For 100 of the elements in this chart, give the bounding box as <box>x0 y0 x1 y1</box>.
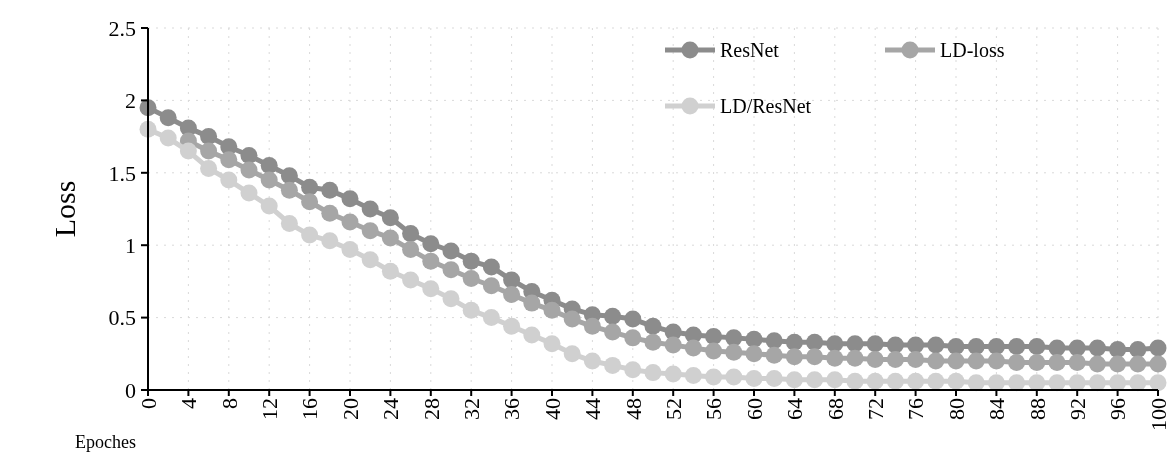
x-tick-label: 64 <box>782 398 808 420</box>
point <box>664 365 682 383</box>
point <box>987 338 1005 356</box>
x-tick-label: 72 <box>862 398 888 420</box>
x-tick-label: 92 <box>1064 398 1090 420</box>
point <box>1008 353 1026 371</box>
point <box>523 294 541 312</box>
point <box>240 184 258 202</box>
point <box>442 242 460 260</box>
point <box>301 178 319 196</box>
point <box>664 336 682 354</box>
point <box>846 349 864 367</box>
point <box>967 352 985 370</box>
x-tick-label: 44 <box>580 398 606 420</box>
point <box>1109 340 1127 358</box>
point <box>866 372 884 390</box>
point <box>381 229 399 247</box>
point <box>260 171 278 189</box>
x-tick-label: 76 <box>903 398 929 420</box>
point <box>927 372 945 390</box>
x-tick-label: 24 <box>378 398 404 420</box>
point <box>301 193 319 211</box>
point <box>1149 339 1167 357</box>
point <box>846 335 864 353</box>
y-tick-label: 1 <box>125 232 136 258</box>
point <box>523 326 541 344</box>
point <box>1109 355 1127 373</box>
point <box>886 372 904 390</box>
point <box>422 252 440 270</box>
point <box>563 345 581 363</box>
point <box>442 261 460 279</box>
point <box>1068 339 1086 357</box>
point <box>1048 353 1066 371</box>
point <box>987 352 1005 370</box>
point <box>583 352 601 370</box>
point <box>826 349 844 367</box>
point <box>462 301 480 319</box>
point <box>846 372 864 390</box>
point <box>604 356 622 374</box>
point <box>179 142 197 160</box>
point <box>826 371 844 389</box>
point <box>624 310 642 328</box>
point <box>604 323 622 341</box>
point <box>1088 339 1106 357</box>
point <box>341 241 359 259</box>
point <box>321 181 339 199</box>
point <box>947 352 965 370</box>
x-tick-label: 52 <box>660 398 686 420</box>
x-tick-label: 60 <box>741 398 767 420</box>
point <box>785 371 803 389</box>
x-tick-label: 8 <box>216 398 242 409</box>
point <box>745 345 763 363</box>
point <box>240 161 258 179</box>
point <box>381 262 399 280</box>
y-tick-label: 0.5 <box>108 305 136 331</box>
point <box>159 129 177 147</box>
point <box>725 343 743 361</box>
point <box>1008 338 1026 356</box>
x-tick-label: 12 <box>256 398 282 420</box>
point <box>927 336 945 354</box>
point <box>200 128 218 146</box>
x-tick-label: 16 <box>297 398 323 420</box>
point <box>482 277 500 295</box>
point <box>684 367 702 385</box>
point <box>1129 374 1147 392</box>
point <box>381 209 399 227</box>
point <box>806 371 824 389</box>
point <box>806 333 824 351</box>
point <box>1129 340 1147 358</box>
x-tick-label: 20 <box>337 398 363 420</box>
x-tick-label: 84 <box>984 398 1010 420</box>
point <box>462 270 480 287</box>
point <box>583 317 601 335</box>
point <box>341 213 359 231</box>
point <box>806 348 824 366</box>
point <box>886 351 904 369</box>
point <box>220 171 238 189</box>
x-tick-label: 80 <box>943 398 969 420</box>
point <box>1068 353 1086 371</box>
point <box>1088 374 1106 392</box>
point <box>684 339 702 357</box>
point <box>967 374 985 392</box>
point <box>927 352 945 370</box>
point <box>1008 374 1026 392</box>
point <box>200 142 218 160</box>
point <box>1149 355 1167 373</box>
point <box>705 368 723 386</box>
point <box>321 204 339 222</box>
legend-label: LD/ResNet <box>720 95 812 117</box>
x-tick-label: 68 <box>822 398 848 420</box>
point <box>361 222 379 240</box>
point <box>705 342 723 360</box>
point <box>301 226 319 244</box>
point <box>826 335 844 353</box>
legend-label: ResNet <box>720 39 780 61</box>
point <box>705 327 723 345</box>
point <box>503 271 521 289</box>
x-tick-label: 48 <box>620 398 646 420</box>
point <box>442 290 460 308</box>
point <box>604 307 622 325</box>
